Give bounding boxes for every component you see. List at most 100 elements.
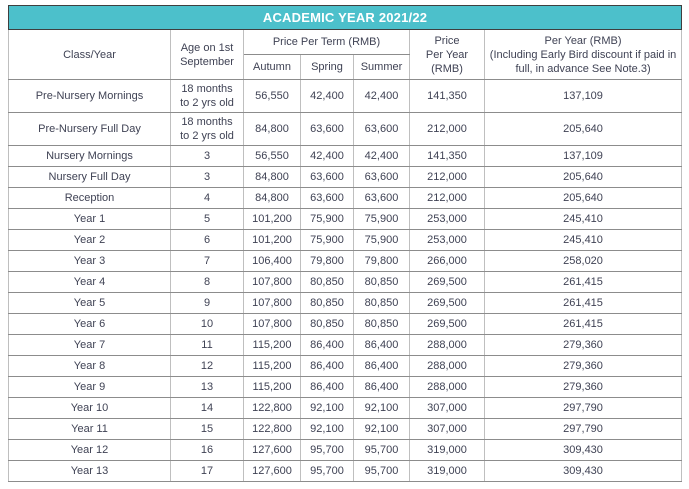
cell-age: 13 [170, 376, 244, 398]
cell-autumn-price: 101,200 [243, 229, 301, 251]
cell-autumn-price: 127,600 [243, 460, 301, 482]
table-row: Year 7 11 115,200 86,400 86,400 288,000 … [8, 334, 683, 356]
cell-age: 5 [170, 208, 244, 230]
cell-autumn-price: 107,800 [243, 292, 301, 314]
cell-summer-price: 92,100 [353, 418, 410, 440]
cell-age: 7 [170, 250, 244, 272]
cell-price-per-year: 212,000 [409, 112, 485, 146]
cell-per-year-discount: 245,410 [483, 229, 683, 251]
cell-price-per-year: 319,000 [409, 460, 485, 482]
cell-per-year-discount: 279,360 [483, 334, 683, 356]
cell-age: 8 [170, 271, 244, 293]
table-row: Nursery Mornings 3 56,550 42,400 42,400 … [8, 145, 683, 167]
cell-autumn-price: 122,800 [243, 397, 301, 419]
cell-per-year-discount: 137,109 [483, 79, 683, 113]
cell-price-per-year: 319,000 [409, 439, 485, 461]
cell-age: 16 [170, 439, 244, 461]
cell-autumn-price: 56,550 [243, 79, 301, 113]
cell-per-year-discount: 261,415 [483, 271, 683, 293]
cell-price-per-year: 253,000 [409, 208, 485, 230]
cell-summer-price: 42,400 [353, 145, 410, 167]
cell-spring-price: 42,400 [300, 145, 354, 167]
cell-class-year: Year 3 [8, 250, 171, 272]
cell-spring-price: 80,850 [300, 271, 354, 293]
cell-price-per-year: 141,350 [409, 79, 485, 113]
cell-summer-price: 86,400 [353, 355, 410, 377]
cell-class-year: Nursery Mornings [8, 145, 171, 167]
cell-class-year: Year 12 [8, 439, 171, 461]
col-header-class-year: Class/Year [8, 29, 171, 80]
cell-autumn-price: 107,800 [243, 271, 301, 293]
cell-per-year-discount: 309,430 [483, 439, 683, 461]
cell-price-per-year: 307,000 [409, 418, 485, 440]
cell-summer-price: 92,100 [353, 397, 410, 419]
cell-autumn-price: 115,200 [243, 334, 301, 356]
table-row: Year 8 12 115,200 86,400 86,400 288,000 … [8, 355, 683, 377]
cell-age: 14 [170, 397, 244, 419]
cell-per-year-discount: 279,360 [483, 376, 683, 398]
cell-age: 18 months to 2 yrs old [170, 112, 244, 146]
cell-price-per-year: 288,000 [409, 355, 485, 377]
cell-age: 17 [170, 460, 244, 482]
cell-summer-price: 86,400 [353, 334, 410, 356]
cell-spring-price: 63,600 [300, 166, 354, 188]
col-header-price-per-year: Price Per Year (RMB) [409, 29, 485, 80]
cell-class-year: Year 13 [8, 460, 171, 482]
cell-summer-price: 95,700 [353, 460, 410, 482]
header-group-row: Class/Year Age on 1st September Price Pe… [8, 29, 683, 80]
cell-age: 15 [170, 418, 244, 440]
cell-price-per-year: 141,350 [409, 145, 485, 167]
table-row: Year 11 15 122,800 92,100 92,100 307,000… [8, 418, 683, 440]
cell-summer-price: 95,700 [353, 439, 410, 461]
cell-summer-price: 63,600 [353, 166, 410, 188]
cell-summer-price: 80,850 [353, 292, 410, 314]
header-sub-row: Autumn Spring Summer [9, 54, 682, 80]
table-title-row: ACADEMIC YEAR 2021/22 [7, 5, 683, 30]
cell-autumn-price: 101,200 [243, 208, 301, 230]
cell-summer-price: 63,600 [353, 187, 410, 209]
cell-spring-price: 95,700 [300, 439, 354, 461]
table-row: Nursery Full Day 3 84,800 63,600 63,600 … [8, 166, 683, 188]
cell-per-year-discount: 297,790 [483, 418, 683, 440]
cell-spring-price: 92,100 [300, 397, 354, 419]
cell-class-year: Year 8 [8, 355, 171, 377]
cell-class-year: Year 11 [8, 418, 171, 440]
cell-spring-price: 63,600 [300, 187, 354, 209]
cell-price-per-year: 212,000 [409, 187, 485, 209]
cell-summer-price: 80,850 [353, 271, 410, 293]
cell-spring-price: 75,900 [300, 229, 354, 251]
cell-per-year-discount: 205,640 [483, 166, 683, 188]
cell-age: 3 [170, 166, 244, 188]
table-row: Year 6 10 107,800 80,850 80,850 269,500 … [8, 313, 683, 335]
cell-per-year-discount: 279,360 [483, 355, 683, 377]
cell-price-per-year: 212,000 [409, 166, 485, 188]
col-header-autumn: Autumn [243, 54, 301, 80]
cell-price-per-year: 269,500 [409, 292, 485, 314]
cell-per-year-discount: 245,410 [483, 208, 683, 230]
table-row: Year 5 9 107,800 80,850 80,850 269,500 2… [8, 292, 683, 314]
cell-price-per-year: 288,000 [409, 376, 485, 398]
col-header-spring: Spring [300, 54, 354, 80]
table-row: Year 2 6 101,200 75,900 75,900 253,000 2… [8, 229, 683, 251]
table-row: Year 13 17 127,600 95,700 95,700 319,000… [8, 460, 683, 482]
cell-age: 11 [170, 334, 244, 356]
cell-autumn-price: 127,600 [243, 439, 301, 461]
table-row: Year 3 7 106,400 79,800 79,800 266,000 2… [8, 250, 683, 272]
col-header-summer: Summer [353, 54, 410, 80]
cell-price-per-year: 307,000 [409, 397, 485, 419]
cell-class-year: Year 2 [8, 229, 171, 251]
cell-summer-price: 86,400 [353, 376, 410, 398]
cell-autumn-price: 115,200 [243, 355, 301, 377]
cell-summer-price: 75,900 [353, 229, 410, 251]
table-row: Year 1 5 101,200 75,900 75,900 253,000 2… [8, 208, 683, 230]
cell-class-year: Year 4 [8, 271, 171, 293]
cell-class-year: Year 6 [8, 313, 171, 335]
cell-autumn-price: 107,800 [243, 313, 301, 335]
cell-summer-price: 42,400 [353, 79, 410, 113]
cell-spring-price: 92,100 [300, 418, 354, 440]
cell-price-per-year: 269,500 [409, 271, 485, 293]
cell-autumn-price: 84,800 [243, 112, 301, 146]
table-row: Year 4 8 107,800 80,850 80,850 269,500 2… [8, 271, 683, 293]
cell-per-year-discount: 261,415 [483, 313, 683, 335]
table-row: Pre-Nursery Mornings 18 months to 2 yrs … [8, 79, 683, 113]
